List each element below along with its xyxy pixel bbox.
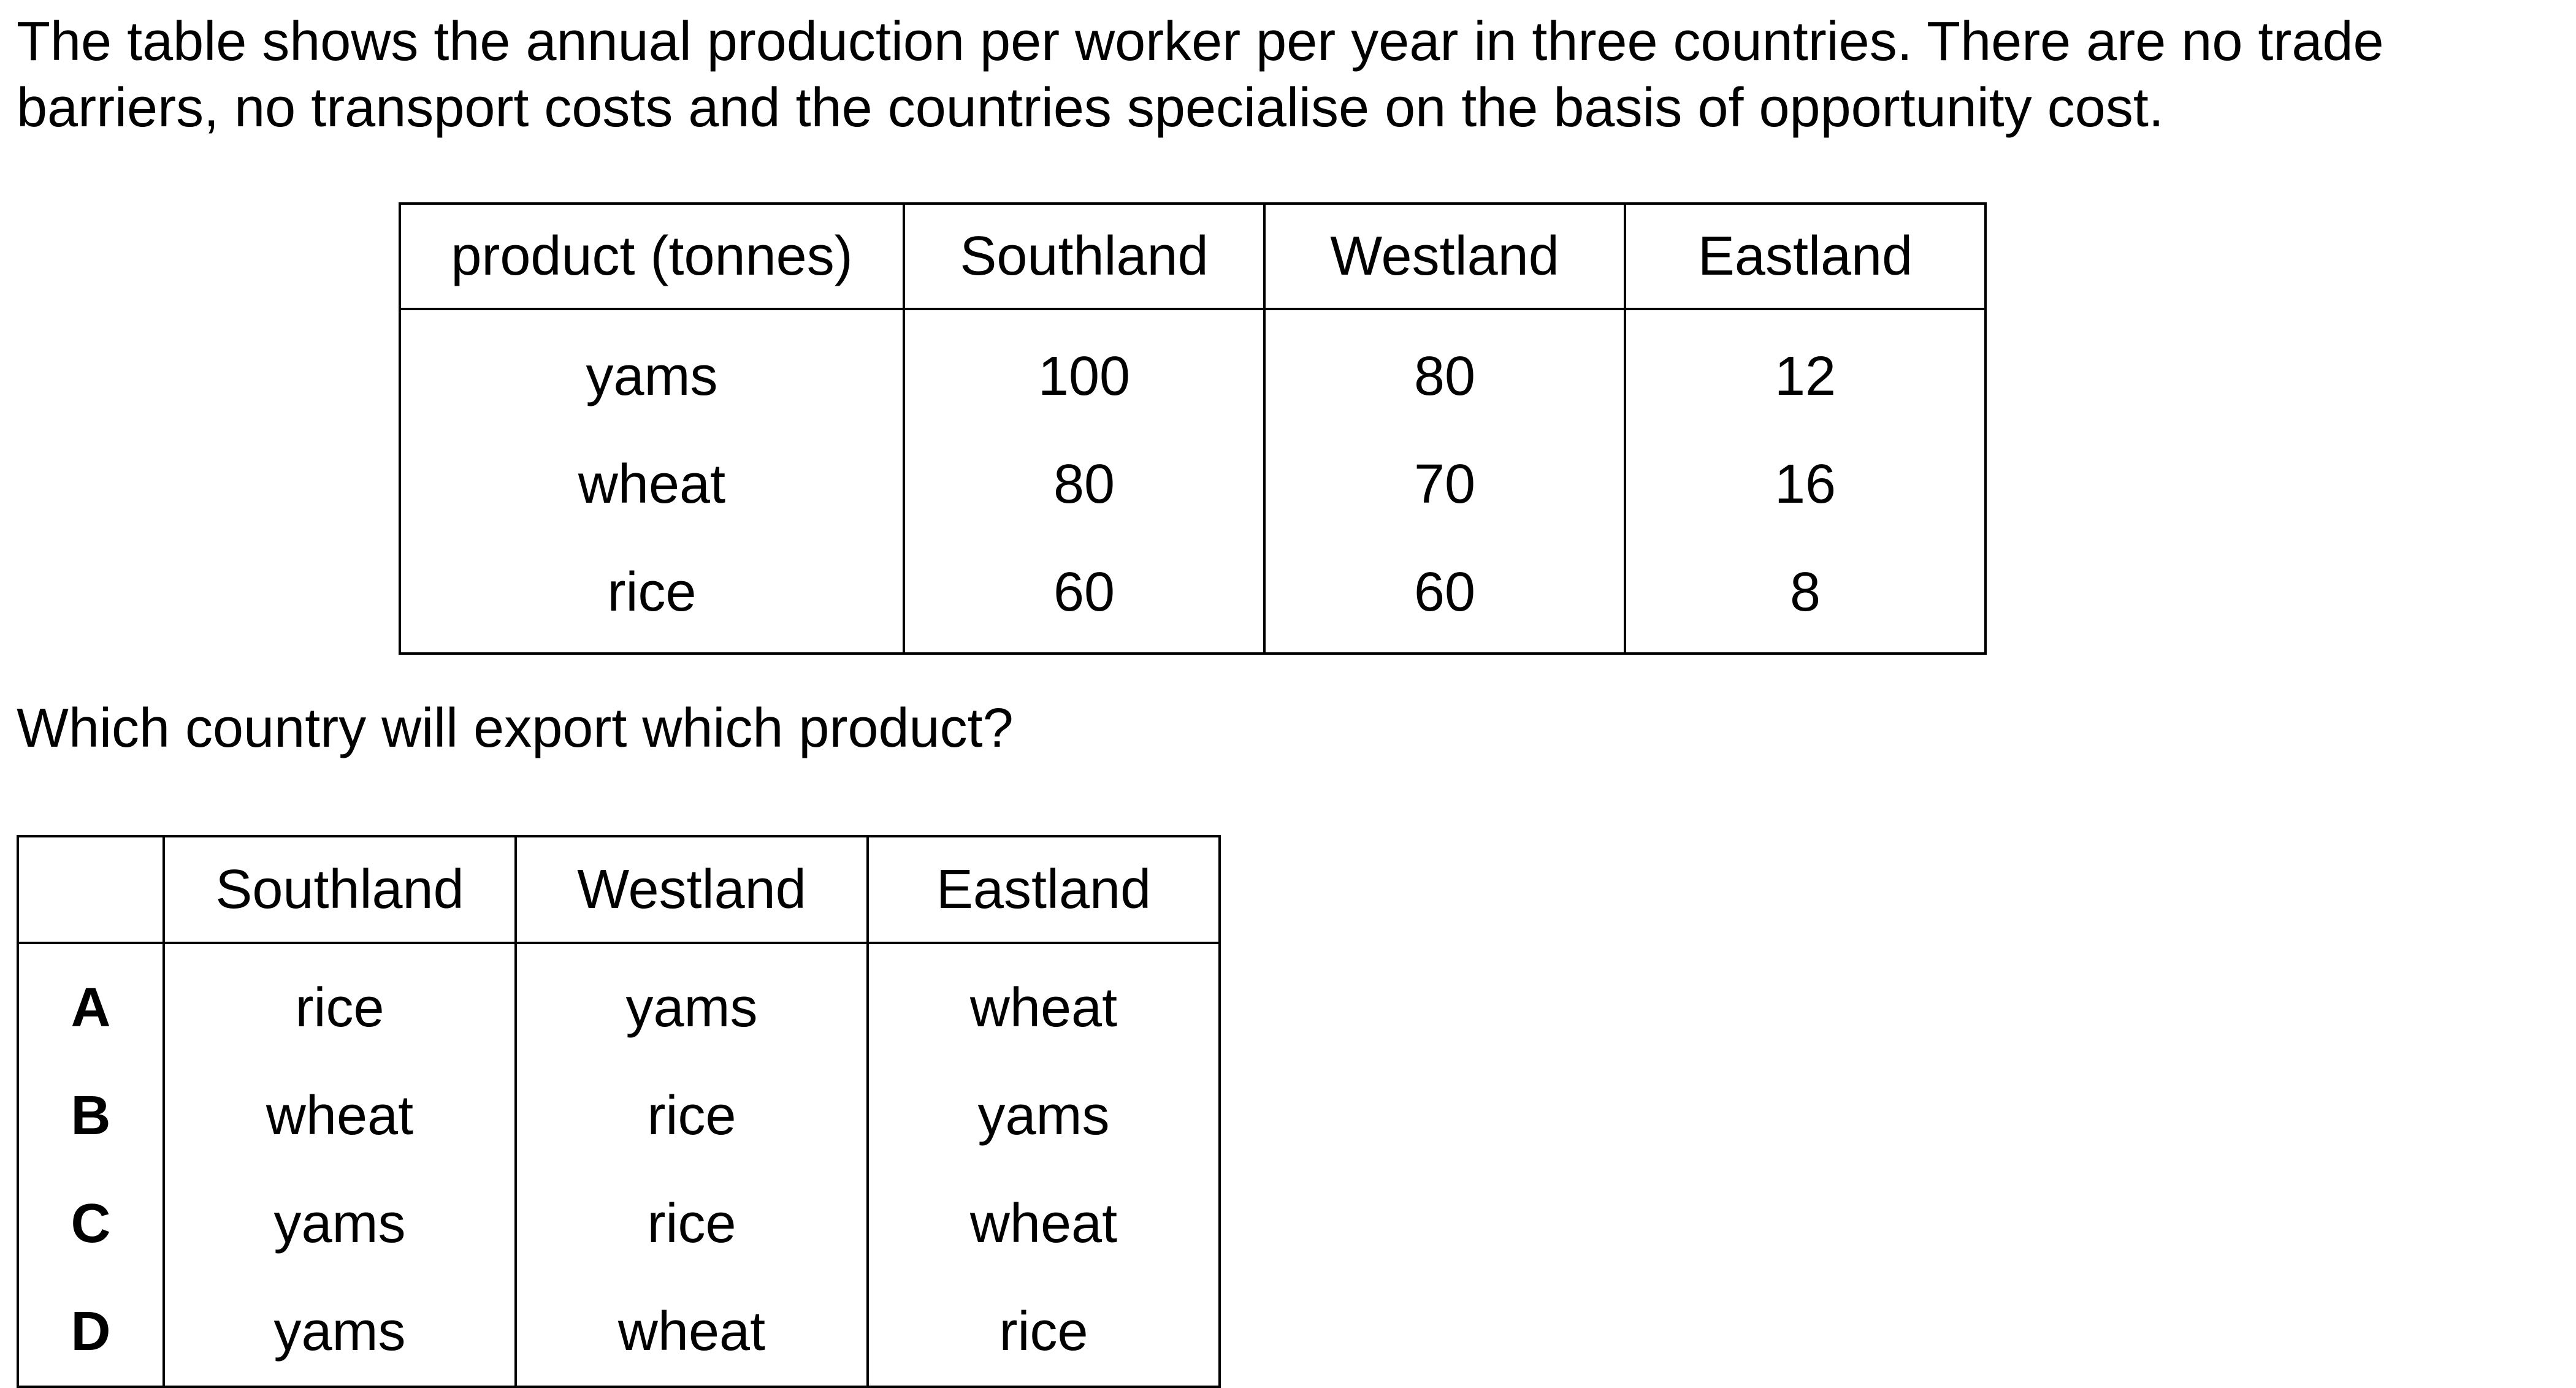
option-row-c: C yams rice wheat (17, 1170, 1221, 1278)
westland-export-cell: wheat (514, 1278, 869, 1387)
eastland-export-cell: wheat (866, 943, 1221, 1062)
intro-line-1: The table shows the annual production pe… (17, 11, 2384, 72)
southland-export-cell: yams (162, 1278, 517, 1387)
intro-line-2: barriers, no transport costs and the cou… (17, 77, 2164, 139)
westland-export-cell: yams (514, 943, 869, 1062)
eastland-value-cell: 8 (1624, 538, 1987, 654)
westland-export-cell: rice (514, 1062, 869, 1170)
eastland-export-cell: rice (866, 1278, 1221, 1387)
column-header-product: product (tonnes) (399, 202, 905, 310)
intro-text: The table shows the annual production pe… (17, 9, 2531, 141)
westland-value-cell: 60 (1263, 538, 1626, 654)
option-row-b: B wheat rice yams (17, 1062, 1221, 1170)
option-row-d: D yams wheat rice (17, 1278, 1221, 1387)
eastland-export-cell: yams (866, 1062, 1221, 1170)
column-header-eastland: Eastland (1624, 202, 1987, 310)
eastland-value-cell: 16 (1624, 430, 1987, 538)
table-row: yams 100 80 12 (399, 309, 1987, 430)
southland-export-cell: rice (162, 943, 517, 1062)
options-header-row: Southland Westland Eastland (17, 835, 1221, 944)
production-header-row: product (tonnes) Southland Westland East… (399, 202, 1987, 310)
column-header-option (17, 835, 165, 944)
column-header-eastland: Eastland (866, 835, 1221, 944)
southland-value-cell: 100 (903, 309, 1266, 430)
product-name-cell: yams (399, 309, 905, 430)
option-letter: B (17, 1062, 165, 1170)
option-letter: D (17, 1278, 165, 1387)
southland-export-cell: yams (162, 1170, 517, 1278)
eastland-export-cell: wheat (866, 1170, 1221, 1278)
southland-export-cell: wheat (162, 1062, 517, 1170)
question-text: Which country will export which product? (17, 698, 1014, 759)
column-header-southland: Southland (162, 835, 517, 944)
table-row: rice 60 60 8 (399, 538, 1987, 654)
westland-value-cell: 70 (1263, 430, 1626, 538)
southland-value-cell: 80 (903, 430, 1266, 538)
westland-value-cell: 80 (1263, 309, 1626, 430)
option-row-a: A rice yams wheat (17, 943, 1221, 1062)
eastland-value-cell: 12 (1624, 309, 1987, 430)
southland-value-cell: 60 (903, 538, 1266, 654)
column-header-westland: Westland (1263, 202, 1626, 310)
westland-export-cell: rice (514, 1170, 869, 1278)
column-header-southland: Southland (903, 202, 1266, 310)
column-header-westland: Westland (514, 835, 869, 944)
table-row: wheat 80 70 16 (399, 430, 1987, 538)
product-name-cell: rice (399, 538, 905, 654)
options-table: Southland Westland Eastland A rice yams … (17, 835, 1221, 1388)
production-table: product (tonnes) Southland Westland East… (399, 202, 1987, 655)
product-name-cell: wheat (399, 430, 905, 538)
option-letter: A (17, 943, 165, 1062)
option-letter: C (17, 1170, 165, 1278)
